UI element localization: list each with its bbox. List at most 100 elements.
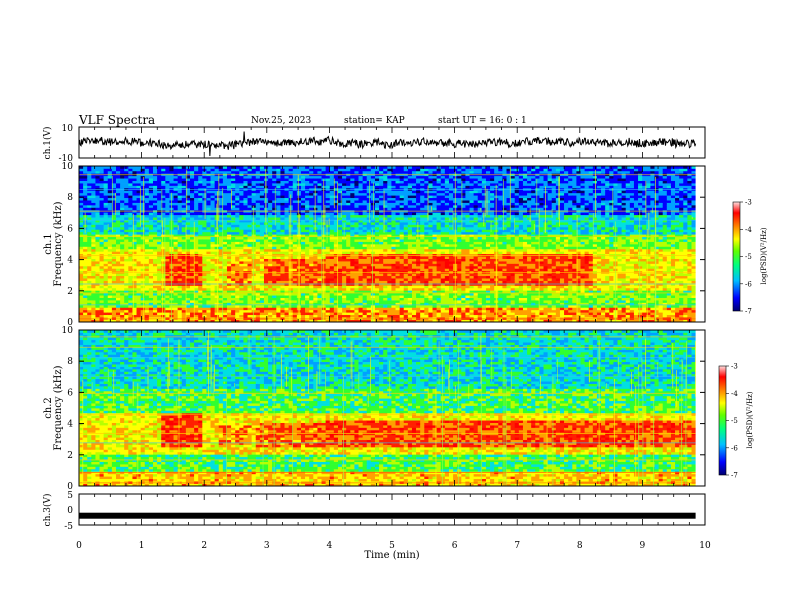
spectrogram-cell bbox=[222, 258, 228, 262]
spectrogram-cell bbox=[263, 258, 269, 262]
spectrogram-cell bbox=[111, 300, 117, 303]
spectrogram-cell bbox=[350, 300, 355, 303]
spectrogram-cell bbox=[120, 290, 125, 294]
spectrogram-cell bbox=[358, 239, 363, 242]
spectrogram-cell bbox=[218, 219, 224, 223]
spectrogram-cell bbox=[329, 246, 335, 250]
spectrogram-cell bbox=[226, 202, 232, 206]
spectrogram-cell bbox=[107, 248, 113, 252]
spectrogram-cell bbox=[103, 180, 109, 184]
spectrogram-cell bbox=[148, 253, 154, 257]
spectrogram-cell bbox=[161, 314, 166, 318]
spectrogram-cell bbox=[329, 248, 335, 252]
spectrogram-cell bbox=[292, 307, 298, 311]
spectrogram-cell bbox=[354, 253, 359, 257]
spectrogram-cell bbox=[83, 295, 88, 298]
spectrogram-cell bbox=[268, 175, 273, 179]
spectrogram-cell bbox=[300, 197, 306, 201]
spectrogram-cell bbox=[107, 185, 113, 189]
spectrogram-cell bbox=[268, 256, 273, 259]
spectrogram-cell bbox=[362, 200, 368, 203]
spectrogram-cell bbox=[222, 268, 228, 272]
spectrogram-cell bbox=[124, 244, 129, 247]
spectrogram-cell bbox=[263, 246, 269, 250]
spectrogram-cell bbox=[276, 268, 281, 272]
spectrogram-cell bbox=[99, 241, 105, 245]
spectrogram-cell bbox=[173, 275, 179, 279]
spectrogram-cell bbox=[317, 192, 322, 196]
spectrogram-cell bbox=[91, 192, 96, 196]
spectrogram-cell bbox=[329, 175, 335, 179]
spectrogram-cell bbox=[177, 278, 183, 281]
spectrogram-cell bbox=[185, 222, 191, 225]
spectrogram-cell bbox=[226, 214, 232, 218]
spectrogram-cell bbox=[247, 241, 252, 245]
spectrogram-cell bbox=[251, 312, 257, 316]
spectrogram-cell bbox=[202, 261, 207, 264]
spectrogram-cell bbox=[379, 178, 384, 181]
spectrogram-cell bbox=[218, 275, 224, 279]
spectrogram-cell bbox=[247, 239, 252, 242]
spectrogram-cell bbox=[239, 192, 244, 196]
spectrogram-cell bbox=[198, 300, 203, 303]
spectrogram-cell bbox=[235, 202, 240, 206]
spectrogram-cell bbox=[251, 224, 257, 228]
spectrogram-cell bbox=[379, 192, 384, 196]
spectrogram-cell bbox=[103, 195, 109, 199]
spectrogram-cell bbox=[362, 219, 368, 223]
spectrogram-cell bbox=[111, 180, 117, 184]
spectrogram-cell bbox=[95, 205, 100, 208]
spectrogram-cell bbox=[120, 229, 125, 233]
spectrogram-cell bbox=[276, 253, 281, 257]
spectrogram-cell bbox=[387, 268, 392, 272]
spectrogram-cell bbox=[276, 304, 281, 308]
spectrogram-cell bbox=[95, 224, 100, 228]
spectrogram-cell bbox=[107, 226, 113, 230]
spectrogram-cell bbox=[325, 197, 331, 201]
spectrogram-cell bbox=[354, 295, 359, 298]
spectrogram-cell bbox=[218, 292, 224, 296]
spectrogram-cell bbox=[358, 314, 363, 318]
spectrogram-cell bbox=[395, 231, 400, 235]
spectrogram-cell bbox=[206, 307, 211, 311]
spectrogram-cell bbox=[214, 168, 220, 172]
spectrogram-cell bbox=[325, 314, 331, 318]
spectrogram-cell bbox=[255, 178, 261, 181]
spectrogram-cell bbox=[111, 273, 117, 277]
spectrogram-cell bbox=[251, 212, 257, 216]
spectrogram-cell bbox=[218, 304, 224, 308]
spectrogram-cell bbox=[148, 309, 154, 313]
spectrogram-cell bbox=[354, 166, 359, 169]
spectrogram-cell bbox=[218, 278, 224, 281]
spectrogram-cell bbox=[300, 168, 306, 172]
spectrogram-cell bbox=[255, 265, 261, 269]
spectrogram-cell bbox=[263, 239, 269, 242]
spectrogram-cell bbox=[387, 222, 392, 225]
spectrogram-cell bbox=[268, 248, 273, 252]
spectrogram-cell bbox=[296, 273, 302, 277]
spectrogram-cell bbox=[379, 222, 384, 225]
spectrogram-cell bbox=[198, 297, 203, 301]
spectrogram-cell bbox=[247, 190, 252, 194]
spectrogram-cell bbox=[387, 295, 392, 298]
spectrogram-cell bbox=[231, 309, 236, 313]
spectrogram-cell bbox=[161, 185, 166, 189]
spectrogram-cell bbox=[268, 261, 273, 264]
spectrogram-cell bbox=[210, 244, 215, 247]
spectrogram-cell bbox=[152, 197, 158, 201]
spectrogram-cell bbox=[325, 183, 331, 186]
spectrogram-cell bbox=[120, 261, 125, 264]
spectrogram-cell bbox=[383, 261, 388, 264]
spectrogram-cell bbox=[383, 222, 388, 225]
spectrogram-cell bbox=[136, 168, 142, 172]
spectrogram-cell bbox=[198, 180, 203, 184]
spectrogram-cell bbox=[136, 214, 142, 218]
spectrogram-cell bbox=[296, 231, 302, 235]
spectrogram-cell bbox=[379, 234, 384, 238]
spectrogram-cell bbox=[194, 234, 199, 238]
spectrogram-cell bbox=[206, 258, 211, 262]
spectrogram-cell bbox=[362, 300, 368, 303]
spectrogram-cell bbox=[329, 300, 335, 303]
spectrogram-cell bbox=[251, 314, 257, 318]
